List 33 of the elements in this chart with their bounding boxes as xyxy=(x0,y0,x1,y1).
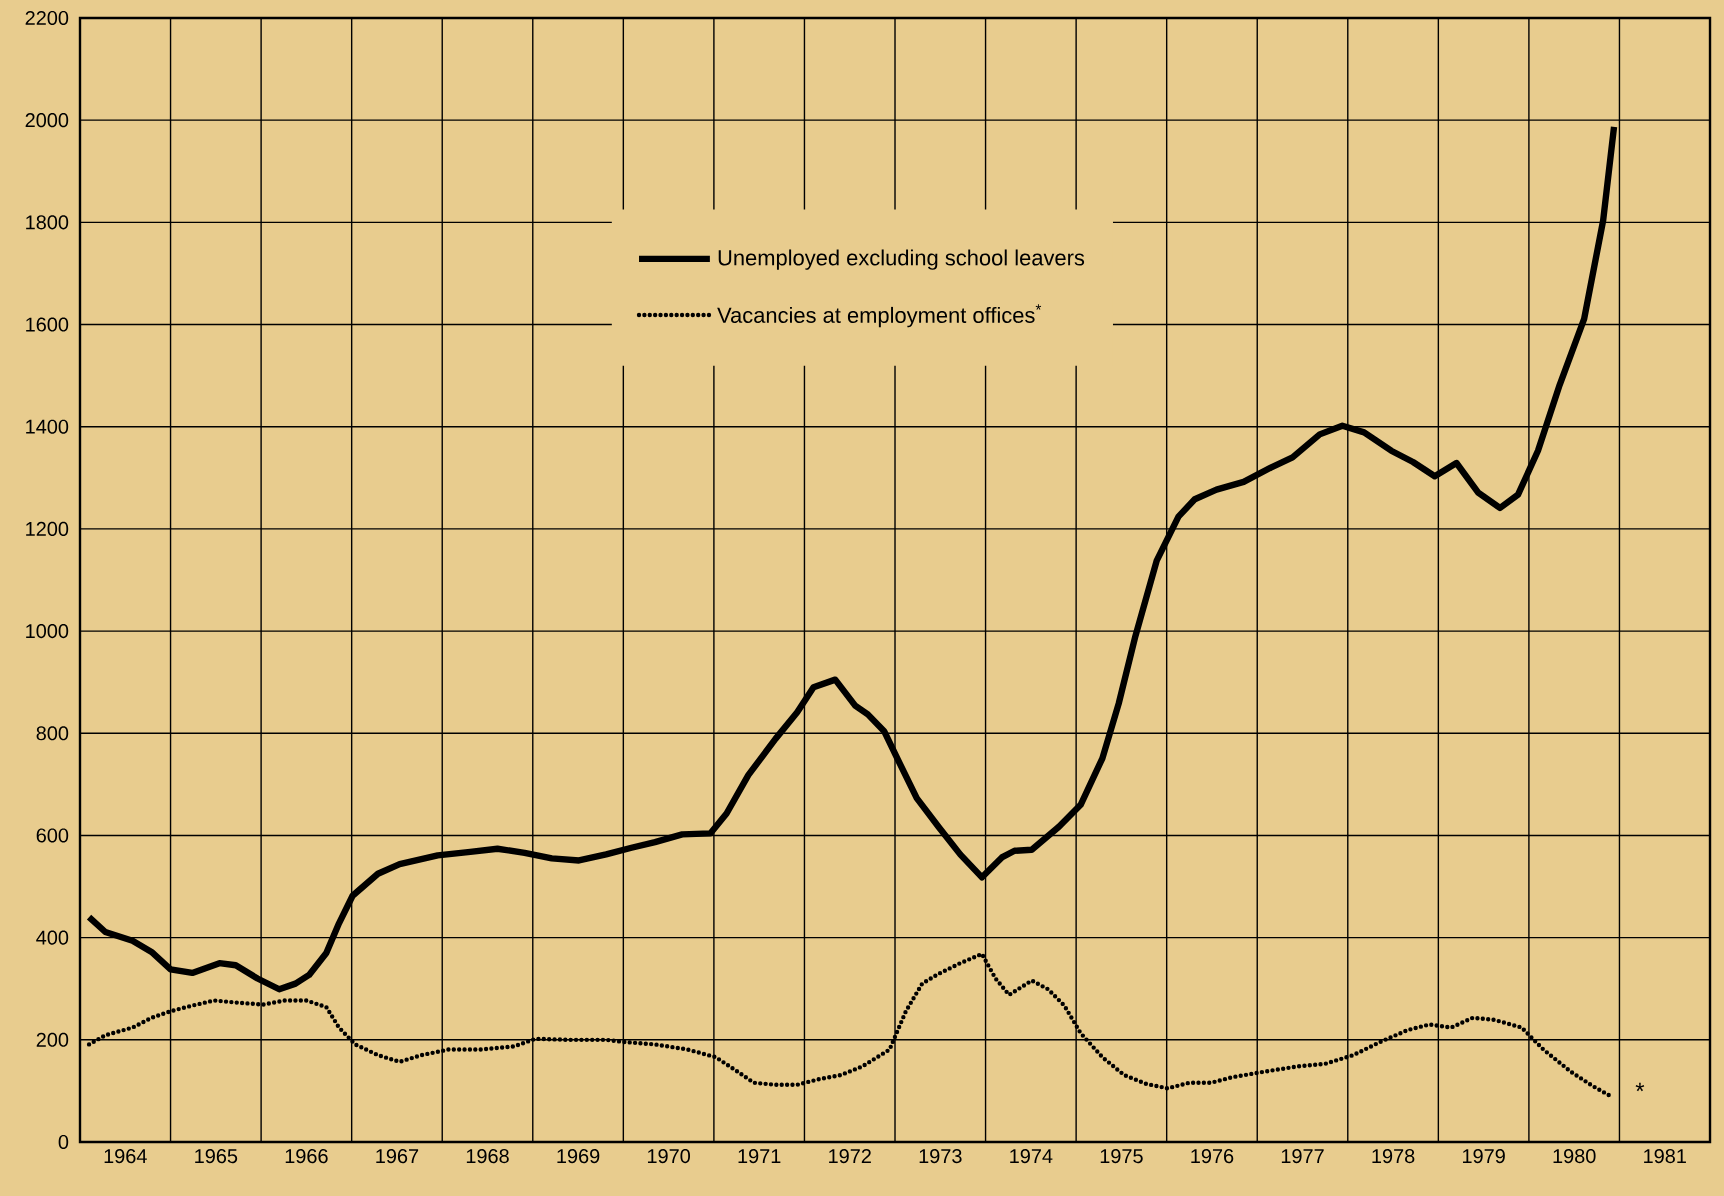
x-tick-label: 1981 xyxy=(1644,1149,1686,1164)
x-tick-label: 1980 xyxy=(1553,1149,1596,1164)
y-tick-label: 0 xyxy=(58,1134,69,1150)
x-tick-label: 1971 xyxy=(738,1149,781,1164)
y-tick-label: 1800 xyxy=(26,215,69,230)
y-tick-label: 600 xyxy=(36,828,69,843)
x-tick-label: 1974 xyxy=(1010,1149,1053,1164)
legend-label: Unemployed excluding school leavers xyxy=(718,249,1085,270)
x-tick-label: 1970 xyxy=(647,1149,690,1164)
x-tick-label: 1976 xyxy=(1191,1149,1234,1164)
y-tick-label: 1400 xyxy=(26,419,69,434)
x-tick-label: 1968 xyxy=(466,1149,509,1164)
y-tick-label: 2000 xyxy=(25,113,69,128)
x-tick-label: 1969 xyxy=(557,1149,600,1164)
y-tick-label: 1000 xyxy=(26,624,69,639)
x-tick-label: 1975 xyxy=(1100,1149,1143,1164)
x-tick-label: 1972 xyxy=(829,1149,871,1164)
x-tick-label: 1973 xyxy=(919,1149,962,1164)
x-tick-label: 1979 xyxy=(1463,1149,1505,1164)
x-tick-label: 1965 xyxy=(195,1149,238,1164)
x-tick-label: 1967 xyxy=(376,1149,419,1164)
y-tick-label: 200 xyxy=(36,1032,69,1047)
y-tick-label: 1200 xyxy=(26,521,69,536)
y-tick-label: 1600 xyxy=(26,317,69,332)
x-tick-label: 1978 xyxy=(1372,1149,1415,1164)
x-tick-label: 1977 xyxy=(1281,1149,1324,1164)
legend-label: Vacancies at employment offices$^{*}$ xyxy=(717,304,1042,328)
y-tick-label: 800 xyxy=(36,726,69,741)
y-tick-label: 400 xyxy=(36,930,69,945)
x-tick-label: 1966 xyxy=(285,1149,328,1164)
x-tick-label: 1964 xyxy=(104,1149,147,1164)
y-tick-label: 2200 xyxy=(25,10,69,26)
annotation: * xyxy=(1635,1082,1645,1092)
